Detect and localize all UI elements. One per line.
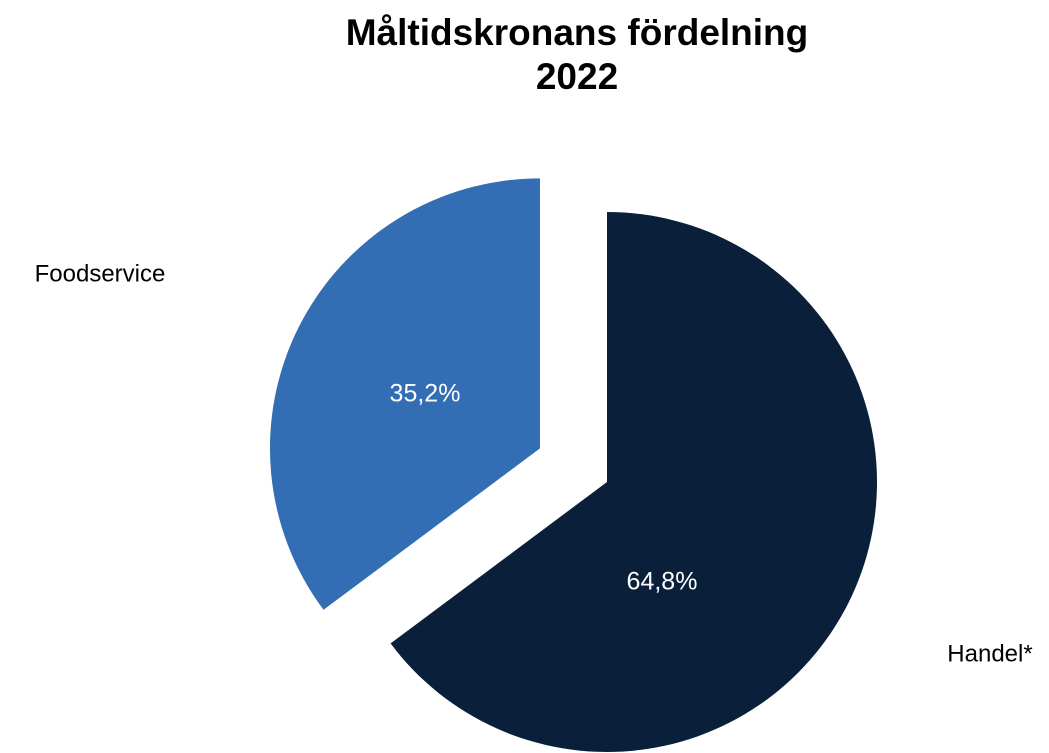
pie-slice [269, 178, 540, 610]
value-label: 35,2% [390, 380, 461, 408]
category-label: Handel* [947, 640, 1032, 667]
category-label: Foodservice [35, 260, 166, 287]
chart-title: Måltidskronans fördelning [346, 12, 809, 53]
chart-subtitle: 2022 [536, 56, 618, 97]
value-label: 64,8% [627, 568, 698, 596]
pie-slice [390, 212, 877, 752]
